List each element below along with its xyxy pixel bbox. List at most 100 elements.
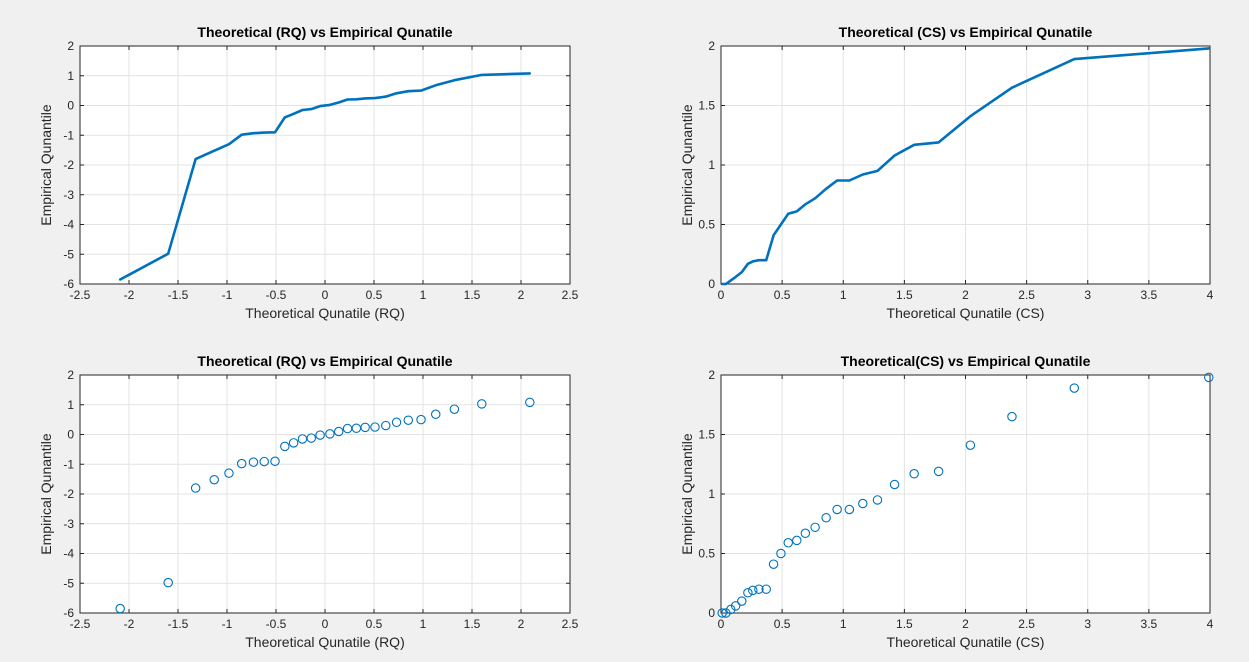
data-point: [248, 457, 259, 467]
x-tick-label: 3.5: [1141, 288, 1158, 302]
y-tick-label: 1: [708, 158, 715, 172]
y-tick-label: 0.5: [698, 218, 715, 232]
subplot-title: Theoretical(CS) vs Empirical Qunatile: [841, 353, 1091, 369]
subplot-2: 0 0.5 1 1.5 2 2.5 3 3.5 4 0 0.5 1 1.5 2 Theoretical (C…: [679, 24, 1214, 321]
y-tick-label: -5: [63, 576, 74, 590]
data-point: [209, 474, 220, 485]
data-point: [259, 456, 269, 467]
axes-box: [720, 45, 1211, 285]
x-tick-label: -2: [124, 617, 135, 631]
data-point: [721, 608, 731, 618]
data-point: [280, 441, 290, 452]
data-point: [236, 458, 247, 469]
data-point: [810, 522, 820, 533]
x-tick-label: -1.5: [168, 288, 189, 302]
y-tick-label: -6: [63, 277, 74, 291]
x-tick-label: 1: [840, 617, 847, 631]
y-tick-label: -5: [63, 247, 74, 261]
data-point: [821, 513, 831, 523]
y-tick-label: -3: [63, 517, 74, 531]
y-axis-label: Empirical Qunantile: [38, 433, 54, 555]
x-tick-label: -1: [222, 288, 233, 302]
subplot-3: -2.5 -2 -1.5 -1 -0.5 0 0.5 1 1.5 2 2.5 -6 -5 -4 -3 -2 -1…: [38, 353, 579, 650]
data-point: [800, 528, 811, 539]
x-tick-label: 1.5: [464, 288, 481, 302]
x-tick-label: 0.5: [366, 617, 383, 631]
y-tick-label: -1: [63, 128, 74, 142]
data-point: [754, 584, 764, 594]
y-tick-label: 0: [67, 428, 74, 442]
y-tick-label: -6: [63, 606, 74, 620]
y-tick-label: 1.5: [698, 428, 715, 442]
x-tick-label: 1.5: [896, 617, 913, 631]
data-point: [858, 498, 868, 509]
axes-box: [79, 374, 571, 614]
data-point: [872, 495, 883, 505]
data-point: [726, 604, 736, 615]
y-tick-label: 0: [708, 277, 715, 291]
x-tick-label: -2.5: [70, 288, 91, 302]
x-tick-label: 0: [322, 288, 329, 302]
y-tick-label: -1: [63, 457, 74, 471]
data-point: [748, 585, 758, 596]
y-tick-label: 1: [708, 487, 715, 501]
data-point: [730, 601, 741, 611]
x-tick-label: 2: [962, 617, 969, 631]
data-point: [403, 415, 414, 425]
data-point: [270, 456, 280, 467]
data-point: [776, 548, 786, 559]
y-tick-label: -3: [63, 188, 74, 202]
data-point: [768, 559, 779, 569]
y-tick-label: -2: [63, 158, 74, 172]
y-tick-label: 2: [67, 39, 74, 53]
x-tick-label: 2: [518, 617, 525, 631]
data-point: [370, 422, 380, 432]
x-tick-label: 0.5: [774, 617, 791, 631]
x-tick-label: -1: [222, 617, 233, 631]
x-tick-label: 1: [420, 288, 427, 302]
y-tick-label: 1: [67, 69, 74, 83]
data-point: [190, 483, 201, 493]
y-tick-label: 0: [67, 99, 74, 113]
y-axis-label: Empirical Qunantile: [679, 104, 695, 226]
y-tick-label: 2: [708, 39, 715, 53]
x-axis-label: Theoretical Qunatile (CS): [887, 305, 1045, 321]
x-tick-label: 1: [420, 617, 427, 631]
data-point: [717, 608, 727, 618]
y-tick-label: 1.5: [698, 99, 715, 113]
axes-box: [79, 45, 571, 285]
y-axis-label: Empirical Qunantile: [38, 104, 54, 226]
x-tick-label: 0: [718, 288, 725, 302]
x-tick-label: 0.5: [366, 288, 383, 302]
data-point: [224, 468, 234, 478]
x-tick-label: -2.5: [70, 617, 91, 631]
subplot-title: Theoretical (RQ) vs Empirical Qunatile: [197, 24, 452, 40]
series-line: [720, 47, 1211, 286]
data-point: [761, 584, 771, 594]
data-point: [333, 426, 344, 437]
axes-box: [720, 374, 1211, 614]
x-tick-label: 0: [322, 617, 329, 631]
data-point: [832, 504, 842, 515]
data-point: [1204, 372, 1214, 383]
subplot-1: -2.5 -2 -1.5 -1 -0.5 0 0.5 1 1.5 2 2.5 -6 -5 -4 -3 -2 -1…: [38, 24, 579, 321]
data-point: [360, 422, 370, 433]
data-point: [381, 420, 391, 431]
x-tick-label: 2.5: [562, 288, 579, 302]
data-point: [325, 429, 335, 439]
x-tick-label: 4: [1207, 288, 1214, 302]
x-tick-label: 2.5: [1018, 617, 1035, 631]
data-point: [477, 399, 487, 409]
x-tick-label: 0.5: [774, 288, 791, 302]
data-point: [1007, 411, 1017, 422]
x-tick-label: 3: [1084, 617, 1091, 631]
data-point: [844, 504, 855, 515]
x-tick-label: 2: [518, 288, 525, 302]
data-point: [933, 466, 944, 477]
data-point: [306, 433, 317, 443]
data-point: [792, 535, 802, 546]
x-tick-label: 0: [718, 617, 725, 631]
subplot-title: Theoretical (CS) vs Empirical Qunatile: [839, 24, 1093, 40]
data-point: [315, 430, 325, 440]
